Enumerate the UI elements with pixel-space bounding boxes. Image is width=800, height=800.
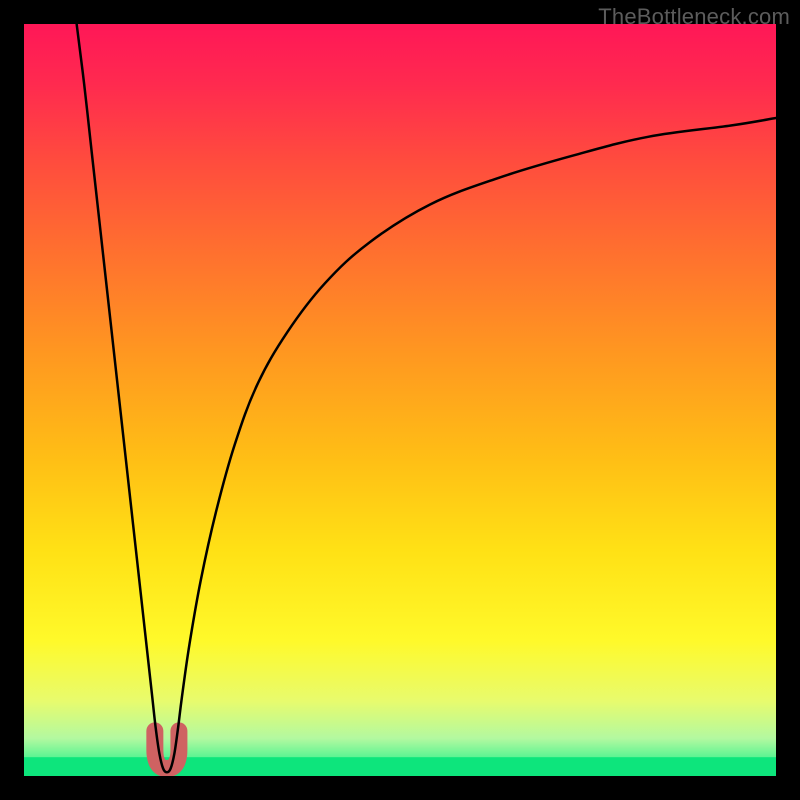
chart-svg	[0, 0, 800, 800]
watermark-text: TheBottleneck.com	[598, 4, 790, 30]
plot-background	[24, 24, 776, 776]
floor-band	[24, 757, 776, 776]
chart-frame: TheBottleneck.com	[0, 0, 800, 800]
